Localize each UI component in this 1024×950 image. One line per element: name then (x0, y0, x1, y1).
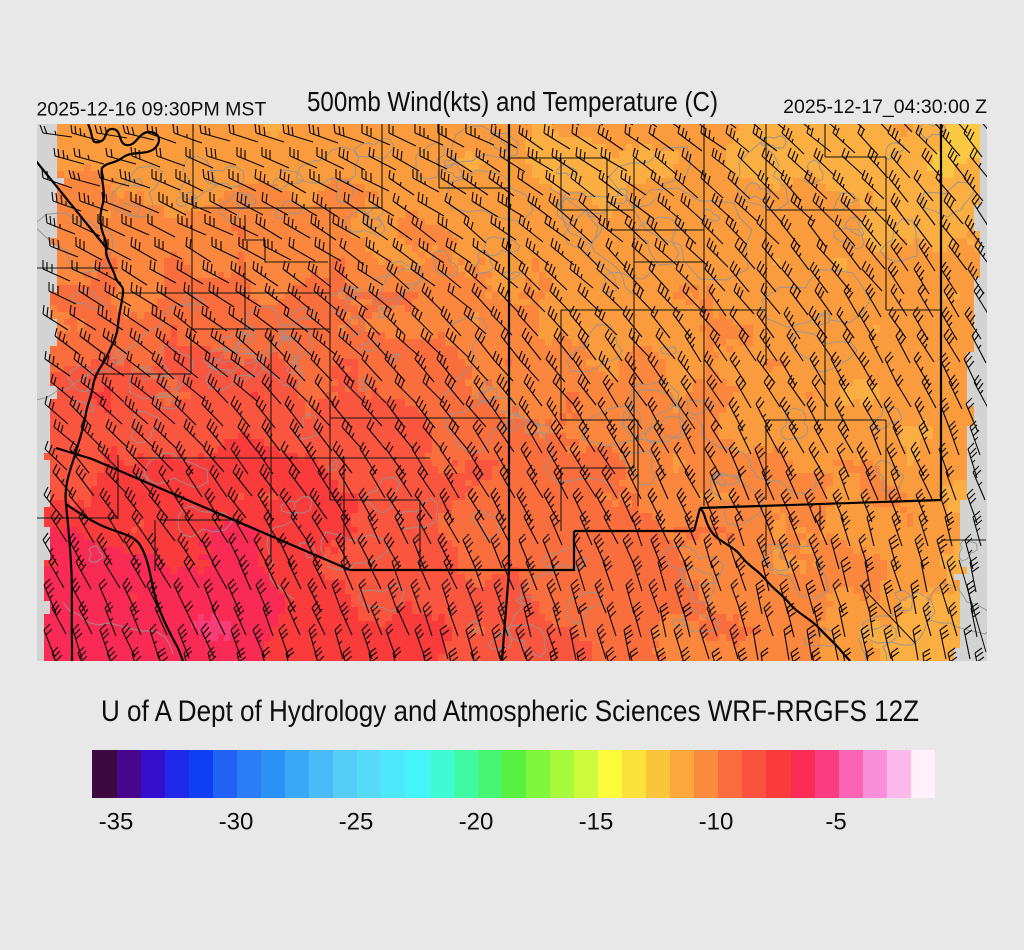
svg-text:2025-12-16 09:30PM MST: 2025-12-16 09:30PM MST (37, 99, 267, 121)
svg-text:-25: -25 (339, 809, 374, 836)
svg-text:2025-12-17_04:30:00 Z: 2025-12-17_04:30:00 Z (783, 96, 987, 118)
svg-text:-30: -30 (219, 809, 254, 836)
svg-text:-15: -15 (579, 809, 614, 836)
svg-text:U of A Dept of Hydrology and A: U of A Dept of Hydrology and Atmospheric… (101, 695, 919, 728)
svg-text:500mb Wind(kts) and Temperatur: 500mb Wind(kts) and Temperature (C) (307, 86, 718, 117)
svg-text:-10: -10 (699, 809, 734, 836)
svg-text:-35: -35 (99, 809, 134, 836)
svg-text:-20: -20 (459, 809, 494, 836)
svg-text:-5: -5 (825, 809, 846, 836)
